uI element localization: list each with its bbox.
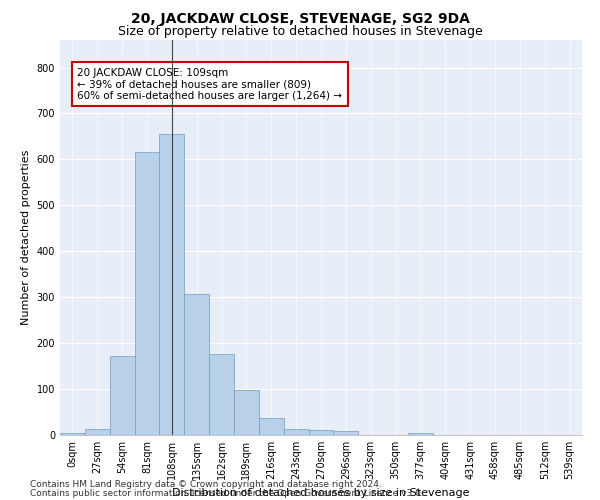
Bar bbox=[209, 354, 234, 435]
Text: Contains public sector information licensed under the Open Government Licence v3: Contains public sector information licen… bbox=[30, 488, 424, 498]
Bar bbox=[308, 430, 334, 435]
Bar bbox=[408, 432, 433, 435]
Text: 20 JACKDAW CLOSE: 109sqm
← 39% of detached houses are smaller (809)
60% of semi-: 20 JACKDAW CLOSE: 109sqm ← 39% of detach… bbox=[77, 68, 343, 101]
Bar bbox=[60, 432, 85, 435]
Bar bbox=[234, 390, 259, 435]
Text: Size of property relative to detached houses in Stevenage: Size of property relative to detached ho… bbox=[118, 25, 482, 38]
Bar bbox=[259, 418, 284, 435]
Bar bbox=[284, 429, 308, 435]
Bar bbox=[184, 294, 209, 435]
Bar bbox=[85, 429, 110, 435]
Text: Contains HM Land Registry data © Crown copyright and database right 2024.: Contains HM Land Registry data © Crown c… bbox=[30, 480, 382, 489]
Y-axis label: Number of detached properties: Number of detached properties bbox=[21, 150, 31, 325]
Text: 20, JACKDAW CLOSE, STEVENAGE, SG2 9DA: 20, JACKDAW CLOSE, STEVENAGE, SG2 9DA bbox=[131, 12, 469, 26]
Bar bbox=[334, 432, 358, 435]
X-axis label: Distribution of detached houses by size in Stevenage: Distribution of detached houses by size … bbox=[172, 488, 470, 498]
Bar bbox=[134, 152, 160, 435]
Bar bbox=[160, 134, 184, 435]
Bar bbox=[110, 356, 134, 435]
